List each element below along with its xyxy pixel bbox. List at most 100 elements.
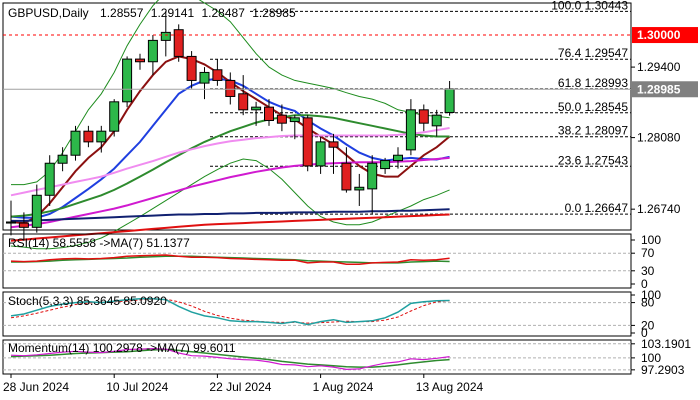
fibonacci-labels: 100.0 1.30443 76.4 1.29547 61.8 1.28993 50.… <box>551 0 628 215</box>
price-tick-label-3: 1.26740 <box>637 202 681 216</box>
price-axis: 1.29400 1.28080 1.26740 1.30000 1.28985 <box>631 27 698 216</box>
candle-body-30 <box>393 154 403 162</box>
candle-body-23 <box>302 117 313 167</box>
momentum-panel-frame <box>2 339 632 375</box>
price-panel-frame <box>2 2 632 231</box>
rsi-line <box>10 254 450 265</box>
candle-body-32 <box>418 109 429 124</box>
candle-body-22 <box>289 117 300 123</box>
moving-average-ma_pink <box>10 127 450 197</box>
price-tick-label-2: 1.28080 <box>637 131 681 145</box>
time-tick-label-4: 13 Aug 2024 <box>416 380 484 394</box>
bollinger-lower <box>10 158 450 250</box>
bollinger-bands <box>10 0 450 250</box>
candle-body-9 <box>122 58 133 103</box>
candle-body-33 <box>431 114 442 127</box>
rsi-tick-label-1: 70 <box>641 246 655 260</box>
moving-average-ma_magenta <box>10 156 450 229</box>
candles <box>6 11 455 241</box>
price-panel: GBPUSD,Daily 1.28557 1.29141 1.28487 1.2… <box>2 0 632 250</box>
fib-label-1: 76.4 1.29547 <box>558 46 628 60</box>
rsi-tick-label-2: 30 <box>641 264 655 278</box>
candle-body-12 <box>160 31 171 41</box>
candle-body-13 <box>173 29 184 57</box>
candle-body-29 <box>380 160 391 170</box>
time-tick-label-3: 1 Aug 2024 <box>313 380 374 394</box>
candle-body-25 <box>328 141 339 148</box>
candle-body-7 <box>96 130 107 143</box>
rsi-label: RSI(14) 58.5558 ->MA(7) 51.1377 <box>8 236 190 250</box>
high-value: 1.29141 <box>151 6 195 20</box>
candle-body-6 <box>83 130 94 143</box>
chart-title: GBPUSD,Daily 1.28557 1.29141 1.28487 1.2… <box>8 6 296 20</box>
stochastic-tick-label-1: 80 <box>641 296 655 310</box>
fib-label-3: 50.0 1.28545 <box>558 100 628 114</box>
rsi-panel-frame <box>2 233 632 289</box>
candle-body-14 <box>186 55 197 81</box>
stochastic-panel-frame <box>2 291 632 337</box>
price-tick-label-1: 1.29400 <box>637 60 681 74</box>
candle-body-27 <box>354 186 365 191</box>
momentum-label: Momentum(14) 100.2978 ->MA(7) 99.6011 <box>8 341 236 355</box>
candle-body-16 <box>212 69 223 81</box>
candle-body-5 <box>70 130 81 156</box>
alert-price-label: 1.30000 <box>637 28 681 42</box>
momentum-line <box>10 347 450 371</box>
current-price-badge <box>632 81 698 98</box>
momentum-tick-label-0: 103.1901 <box>641 337 691 351</box>
rsi-tick-label-3: 0 <box>641 277 648 291</box>
candle-body-21 <box>276 114 287 124</box>
stochastic-tick-label-3: 0 <box>641 326 648 340</box>
candle-body-17 <box>225 79 236 97</box>
time-tick-label-2: 22 Jul 2024 <box>209 380 271 394</box>
candle-body-10 <box>135 58 145 63</box>
fib-label-5: 23.6 1.27543 <box>558 153 628 167</box>
low-value: 1.28487 <box>202 6 246 20</box>
stochastic-tick-label-0: 100 <box>641 288 661 302</box>
stochastic-label: Stoch(5,3,3) 85.3645 85.0920 <box>8 294 167 308</box>
rsi-tick-label-0: 100 <box>641 233 661 247</box>
alert-price-badge <box>632 27 698 44</box>
stochastic-signal-line <box>10 298 450 324</box>
candle-body-18 <box>238 93 249 111</box>
candle-body-20 <box>264 106 274 122</box>
candle-body-1 <box>18 222 29 228</box>
stochastic-main-line <box>10 298 450 326</box>
candle-body-15 <box>199 71 210 84</box>
price-lines <box>3 34 631 90</box>
time-tick-label-0: 28 Jun 2024 <box>3 380 69 394</box>
candle-body-28 <box>367 162 378 190</box>
candle-body-8 <box>109 101 120 132</box>
candle-body-0 <box>6 221 16 224</box>
fib-label-4: 38.2 1.28097 <box>558 124 628 138</box>
candle-body-11 <box>147 39 158 63</box>
momentum-tick-label-2: 97.2903 <box>641 363 685 377</box>
time-axis: 28 Jun 2024 10 Jul 2024 22 Jul 2024 1 Aug 2… <box>3 374 484 394</box>
candle-body-34 <box>444 88 455 113</box>
fib-label-6: 0.0 1.26647 <box>565 201 629 215</box>
close-value: 1.28985 <box>252 6 296 20</box>
stochastic-tick-label-2: 20 <box>641 318 655 332</box>
moving-average-ma_green <box>10 114 450 218</box>
symbol-label: GBPUSD,Daily <box>8 6 89 20</box>
open-value: 1.28557 <box>100 6 144 20</box>
momentum-ma-line <box>10 348 450 368</box>
fib-label-0: 100.0 1.30443 <box>551 0 628 12</box>
moving-average-ma_navy <box>11 208 450 222</box>
current-price-label: 1.28985 <box>637 82 681 96</box>
fib-label-2: 61.8 1.28993 <box>558 76 628 90</box>
candle-body-3 <box>44 162 55 196</box>
candle-body-24 <box>315 141 326 167</box>
bollinger-upper <box>11 0 450 186</box>
time-tick-label-1: 10 Jul 2024 <box>106 380 168 394</box>
moving-average-ma_red <box>10 213 450 242</box>
candle-body-2 <box>31 194 42 228</box>
candle-body-4 <box>57 154 68 164</box>
candle-body-19 <box>251 106 262 111</box>
